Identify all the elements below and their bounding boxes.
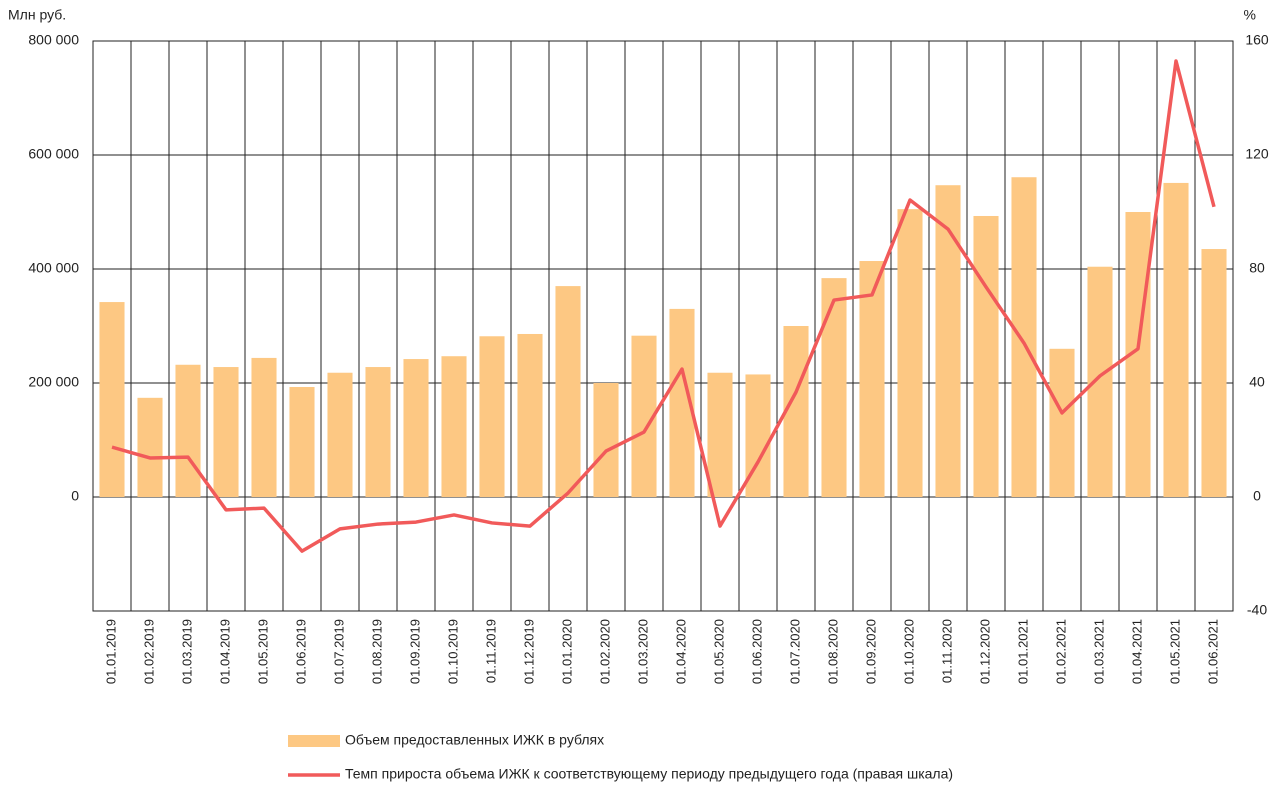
y2-tick-label: 80	[1249, 260, 1265, 276]
y2-tick-label: 40	[1249, 374, 1265, 390]
x-tick-label: 01.03.2021	[1091, 619, 1106, 684]
x-tick-label: 01.05.2019	[255, 619, 270, 684]
bar	[213, 367, 239, 497]
x-tick-label: 01.02.2020	[597, 619, 612, 684]
bar	[99, 302, 125, 497]
x-tick-label: 01.08.2019	[369, 619, 384, 684]
x-tick-label: 01.03.2019	[179, 619, 194, 684]
bar	[479, 336, 505, 497]
x-tick-label: 01.04.2020	[673, 619, 688, 684]
x-tick-label: 01.02.2019	[141, 619, 156, 684]
bar	[517, 333, 543, 497]
x-tick-label: 01.05.2020	[711, 619, 726, 684]
x-tick-label: 01.01.2021	[1015, 619, 1030, 684]
bars	[99, 177, 1227, 498]
x-tick-label: 01.02.2021	[1053, 619, 1068, 684]
bar	[707, 372, 733, 497]
y-tick-label: 200 000	[28, 374, 79, 390]
x-tick-label: 01.08.2020	[825, 619, 840, 684]
legend-label: Темп прироста объема ИЖК к соответствующ…	[345, 766, 953, 782]
y-tick-label: 400 000	[28, 260, 79, 276]
line	[111, 59, 1216, 553]
x-tick-label: 01.07.2020	[787, 619, 802, 684]
bar	[593, 383, 619, 497]
x-tick-label: 01.05.2021	[1167, 619, 1182, 684]
x-tick-label: 01.10.2019	[445, 619, 460, 684]
bar	[821, 278, 847, 497]
x-tick-label: 01.07.2019	[331, 619, 346, 684]
bar	[175, 364, 201, 497]
bar	[251, 357, 277, 497]
x-tick-label: 01.10.2020	[901, 619, 916, 684]
grid	[92, 40, 1234, 612]
y2-tick-label: 120	[1245, 146, 1269, 162]
bar	[441, 356, 467, 497]
bar	[327, 372, 353, 497]
bar	[555, 286, 581, 497]
legend-label: Объем предоставленных ИЖК в рублях	[345, 732, 604, 748]
bar	[783, 326, 809, 497]
y2-tick-label: 160	[1245, 32, 1269, 48]
y-tick-label: 600 000	[28, 146, 79, 162]
x-tick-label: 01.11.2020	[939, 619, 954, 683]
y-axis-title: Млн руб.	[8, 7, 66, 23]
bar	[1201, 249, 1227, 497]
bar	[289, 386, 315, 497]
y-tick-label: 0	[71, 488, 79, 504]
bar	[403, 359, 429, 497]
bar	[897, 209, 923, 497]
bar	[137, 397, 163, 497]
x-tick-label: 01.06.2021	[1205, 619, 1220, 684]
y2-axis-title: %	[1244, 7, 1256, 23]
x-tick-label: 01.06.2019	[293, 619, 308, 684]
x-tick-label: 01.09.2020	[863, 619, 878, 684]
x-tick-label: 01.03.2020	[635, 619, 650, 684]
x-tick-label: 01.09.2019	[407, 619, 422, 684]
bar	[1163, 182, 1189, 497]
x-tick-label: 01.01.2019	[103, 619, 118, 684]
bar	[1011, 177, 1037, 498]
bar	[935, 185, 961, 497]
x-tick-label: 01.12.2020	[977, 619, 992, 684]
x-tick-label: 01.04.2021	[1129, 619, 1144, 684]
x-tick-label: 01.12.2019	[521, 619, 536, 684]
bar	[1049, 348, 1075, 497]
x-tick-label: 01.04.2019	[217, 619, 232, 684]
bar	[365, 367, 391, 497]
y2-tick-label: 0	[1253, 488, 1261, 504]
y-tick-label: 800 000	[28, 32, 79, 48]
y2-tick-label: -40	[1247, 602, 1267, 618]
x-tick-label: 01.11.2019	[483, 619, 498, 683]
bar	[859, 261, 885, 497]
bar	[973, 215, 999, 498]
x-tick-label: 01.06.2020	[749, 619, 764, 684]
x-tick-label: 01.01.2020	[559, 619, 574, 684]
legend-swatch	[288, 735, 340, 747]
bar	[1087, 266, 1113, 497]
